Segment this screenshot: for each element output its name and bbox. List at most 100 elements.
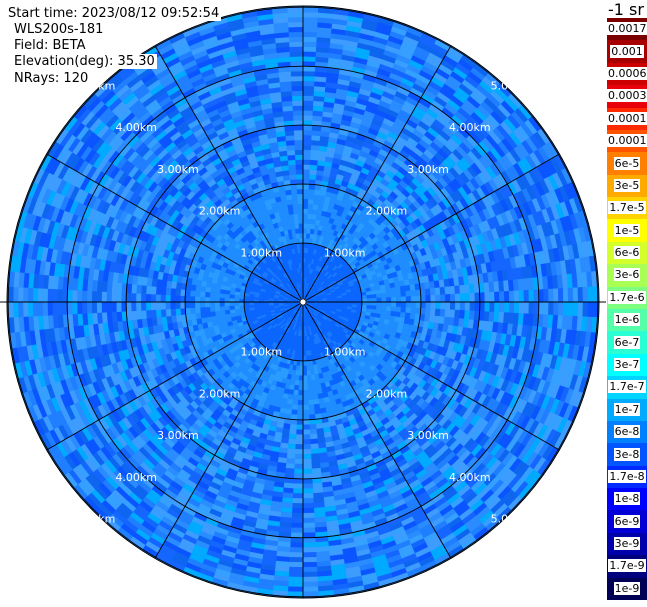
- data-cell: [302, 453, 312, 460]
- data-cell: [307, 203, 314, 210]
- data-cell: [302, 31, 318, 38]
- data-cell: [430, 294, 436, 303]
- data-cell: [410, 289, 417, 297]
- data-cell: [302, 242, 307, 249]
- data-cell: [361, 295, 368, 300]
- data-cell: [484, 301, 490, 313]
- data-cell: [302, 517, 315, 524]
- data-cell: [449, 285, 456, 295]
- data-cell: [310, 448, 320, 455]
- data-cell: [298, 375, 304, 381]
- data-cell: [302, 424, 310, 431]
- data-cell: [513, 301, 520, 314]
- data-cell: [302, 463, 312, 470]
- data-cell: [311, 389, 318, 396]
- data-cell: [577, 287, 584, 303]
- data-cell: [302, 434, 311, 440]
- data-cell: [288, 428, 297, 435]
- data-cell: [489, 291, 495, 303]
- data-cell: [464, 284, 471, 294]
- data-cell: [444, 286, 451, 295]
- data-cell: [305, 350, 309, 357]
- data-cell: [302, 188, 310, 195]
- data-cell: [302, 429, 311, 435]
- data-cell: [295, 434, 304, 440]
- data-cell: [302, 183, 310, 190]
- data-cell: [557, 288, 564, 303]
- data-cell: [489, 301, 495, 313]
- data-cell: [548, 301, 554, 316]
- data-cell: [307, 384, 313, 391]
- data-cell: [302, 223, 308, 229]
- data-cell: [302, 571, 318, 578]
- data-cell: [306, 379, 312, 386]
- data-cell: [292, 498, 304, 504]
- data-cell: [310, 379, 317, 386]
- data-cell: [567, 301, 574, 317]
- data-cell: [286, 448, 296, 455]
- data-cell: [523, 301, 530, 315]
- data-cell: [290, 409, 298, 416]
- data-cell: [302, 591, 319, 598]
- data-cell: [454, 301, 461, 311]
- data-cell: [449, 301, 456, 311]
- data-cell: [356, 295, 363, 300]
- data-cell: [307, 213, 313, 220]
- data-cell: [302, 360, 307, 367]
- data-cell: [420, 301, 427, 309]
- data-cell: [385, 306, 392, 312]
- data-cell: [533, 301, 540, 315]
- data-cell: [518, 290, 525, 303]
- data-cell: [400, 306, 407, 314]
- data-cell: [444, 309, 451, 318]
- data-cell: [302, 581, 319, 588]
- data-cell: [302, 448, 312, 455]
- data-cell: [572, 287, 579, 303]
- data-cell: [380, 293, 387, 299]
- data-cell: [459, 293, 466, 303]
- data-cell: [395, 301, 402, 308]
- data-cell: [302, 414, 310, 421]
- data-cell: [287, 581, 304, 588]
- data-cell: [434, 308, 441, 317]
- data-cell: [302, 458, 312, 465]
- data-cell: [302, 399, 309, 406]
- data-cell: [291, 507, 304, 514]
- data-cell: [302, 36, 318, 43]
- data-cell: [469, 301, 476, 312]
- data-cell: [297, 399, 304, 406]
- data-cell: [294, 453, 304, 460]
- data-cell: [306, 365, 311, 371]
- data-cell: [311, 463, 321, 470]
- data-cell: [302, 493, 314, 499]
- data-cell: [302, 164, 311, 170]
- data-cell: [310, 154, 319, 161]
- data-cell: [306, 218, 312, 225]
- data-cell: [567, 287, 574, 303]
- data-cell: [577, 301, 584, 317]
- data-cell: [380, 288, 387, 295]
- data-cell: [370, 290, 377, 296]
- data-cell: [302, 576, 318, 583]
- data-cell: [311, 134, 321, 141]
- data-cell: [553, 301, 559, 316]
- data-cell: [302, 159, 311, 165]
- data-cell: [592, 301, 599, 318]
- data-cell: [503, 290, 510, 303]
- data-cell: [391, 301, 397, 308]
- data-cell: [306, 223, 312, 229]
- data-cell: [449, 293, 456, 303]
- data-cell: [400, 301, 407, 308]
- data-cell: [445, 301, 451, 310]
- data-cell: [311, 130, 322, 137]
- data-cell: [468, 310, 475, 321]
- data-cell: [424, 288, 431, 296]
- data-cell: [302, 444, 311, 450]
- data-cell: [308, 188, 316, 195]
- data-cell: [297, 404, 304, 411]
- data-cell: [309, 433, 318, 440]
- data-cell: [310, 149, 320, 156]
- data-cell: [309, 423, 317, 430]
- data-cell: [310, 374, 316, 381]
